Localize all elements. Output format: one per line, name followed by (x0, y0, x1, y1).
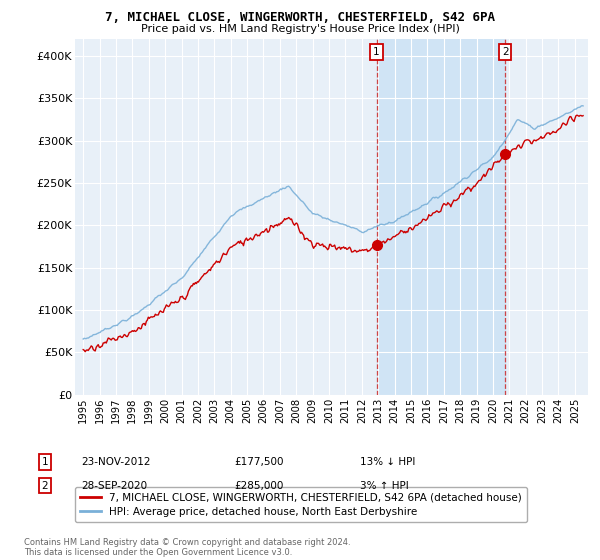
Text: 23-NOV-2012: 23-NOV-2012 (81, 457, 151, 467)
Text: £285,000: £285,000 (234, 480, 283, 491)
Bar (377, 39, 505, 395)
Legend: 7, MICHAEL CLOSE, WINGERWORTH, CHESTERFIELD, S42 6PA (detached house), HPI: Aver: 7, MICHAEL CLOSE, WINGERWORTH, CHESTERFI… (75, 487, 527, 522)
Text: £177,500: £177,500 (234, 457, 284, 467)
Text: 13% ↓ HPI: 13% ↓ HPI (360, 457, 415, 467)
Text: Contains HM Land Registry data © Crown copyright and database right 2024.
This d: Contains HM Land Registry data © Crown c… (24, 538, 350, 557)
Text: 1: 1 (41, 457, 49, 467)
Text: 2: 2 (41, 480, 49, 491)
Text: Price paid vs. HM Land Registry's House Price Index (HPI): Price paid vs. HM Land Registry's House … (140, 24, 460, 34)
Text: 1: 1 (373, 46, 380, 57)
Text: 2: 2 (502, 46, 509, 57)
Text: 3% ↑ HPI: 3% ↑ HPI (360, 480, 409, 491)
Text: 28-SEP-2020: 28-SEP-2020 (81, 480, 147, 491)
Text: 7, MICHAEL CLOSE, WINGERWORTH, CHESTERFIELD, S42 6PA: 7, MICHAEL CLOSE, WINGERWORTH, CHESTERFI… (105, 11, 495, 24)
